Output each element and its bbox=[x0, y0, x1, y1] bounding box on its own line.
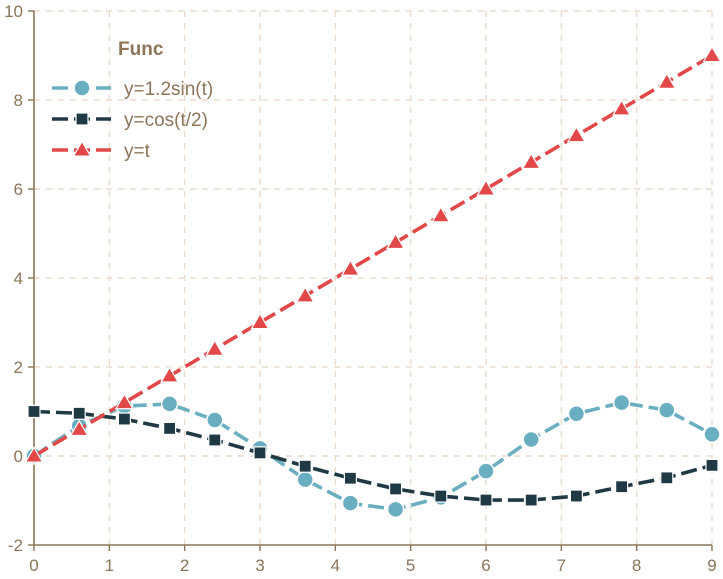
data-point bbox=[434, 489, 448, 503]
data-point bbox=[340, 259, 360, 276]
legend-item: y=cos(t/2) bbox=[52, 110, 208, 131]
data-point bbox=[160, 366, 180, 383]
y-tick-label: -2 bbox=[8, 536, 23, 555]
data-point bbox=[114, 392, 134, 410]
legend-item: y=1.2sin(t) bbox=[52, 79, 213, 100]
legend-marker bbox=[75, 112, 89, 126]
legend: Func y=1.2sin(t) y=cos(t/2) y=t bbox=[52, 39, 213, 162]
data-point bbox=[612, 99, 632, 116]
data-point bbox=[208, 433, 222, 447]
legend-marker bbox=[73, 79, 91, 97]
legend-item: y=t bbox=[52, 140, 151, 162]
data-point bbox=[250, 312, 270, 330]
y-tick-label: 4 bbox=[14, 269, 23, 288]
data-point bbox=[479, 493, 493, 507]
data-point bbox=[206, 411, 224, 429]
y-tick-label: 0 bbox=[14, 447, 23, 466]
data-point bbox=[477, 462, 495, 480]
legend-title: Func bbox=[118, 39, 164, 60]
data-point bbox=[569, 489, 584, 503]
data-point bbox=[658, 401, 676, 419]
data-point bbox=[566, 125, 586, 143]
data-point bbox=[24, 446, 44, 463]
legend-label: y=t bbox=[124, 141, 151, 162]
data-point bbox=[705, 458, 719, 472]
x-tick-label: 0 bbox=[29, 556, 38, 575]
series-square bbox=[27, 404, 719, 507]
grid bbox=[34, 10, 713, 545]
series-triangle bbox=[24, 45, 722, 463]
x-tick-label: 6 bbox=[481, 556, 490, 575]
series bbox=[24, 45, 722, 519]
series-line bbox=[33, 409, 713, 502]
data-point bbox=[521, 152, 541, 170]
data-point bbox=[160, 395, 179, 413]
y-tick-label: 6 bbox=[14, 180, 23, 199]
data-point bbox=[163, 421, 177, 436]
y-tick-label: 8 bbox=[14, 91, 23, 110]
data-point bbox=[341, 494, 360, 512]
y-tick-label: 10 bbox=[4, 2, 23, 21]
data-point bbox=[612, 393, 631, 412]
data-point bbox=[69, 419, 89, 437]
data-point bbox=[205, 339, 225, 356]
data-point bbox=[117, 412, 132, 426]
data-point bbox=[524, 493, 538, 507]
legend-label: y=cos(t/2) bbox=[124, 110, 208, 131]
data-point bbox=[295, 286, 315, 303]
data-point bbox=[657, 72, 677, 89]
data-point bbox=[389, 482, 403, 496]
y-tick-label: 2 bbox=[14, 358, 23, 377]
data-point bbox=[476, 179, 496, 196]
data-point bbox=[431, 206, 451, 223]
x-tick-label: 3 bbox=[255, 556, 264, 575]
data-point bbox=[72, 406, 86, 420]
data-point bbox=[298, 459, 312, 473]
x-tick-label: 4 bbox=[331, 556, 340, 575]
x-tick-label: 7 bbox=[557, 556, 566, 575]
data-point bbox=[660, 471, 674, 485]
data-point bbox=[253, 446, 267, 460]
data-point bbox=[386, 232, 406, 250]
data-point bbox=[614, 480, 629, 494]
data-point bbox=[703, 425, 721, 443]
legend-marker bbox=[72, 140, 92, 157]
legend-label: y=1.2sin(t) bbox=[124, 79, 213, 100]
x-tick-label: 9 bbox=[707, 556, 716, 575]
x-tick-label: 2 bbox=[180, 556, 189, 575]
x-tick-label: 1 bbox=[105, 556, 114, 575]
data-point bbox=[296, 470, 314, 489]
data-point bbox=[27, 404, 41, 419]
x-tick-label: 8 bbox=[632, 556, 641, 575]
ticks: 0 1 2 3 4 5 6 7 8 9 -2 0 2 4 6 8 10 bbox=[4, 2, 717, 575]
data-point bbox=[343, 471, 357, 485]
series-line bbox=[32, 400, 713, 512]
data-point bbox=[522, 430, 540, 449]
x-tick-label: 5 bbox=[406, 556, 415, 575]
data-point bbox=[702, 45, 722, 63]
data-point bbox=[386, 500, 405, 519]
data-point bbox=[567, 404, 586, 423]
